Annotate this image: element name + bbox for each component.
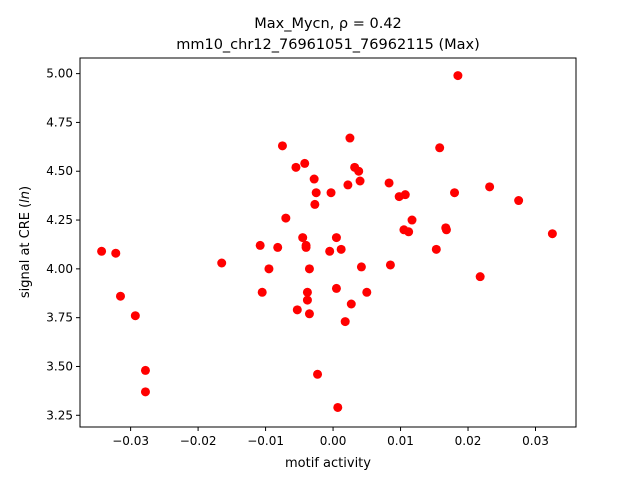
data-point xyxy=(326,188,336,198)
data-point xyxy=(97,246,107,256)
data-point xyxy=(343,180,353,190)
data-point xyxy=(475,272,485,282)
data-point xyxy=(435,143,445,153)
data-point xyxy=(453,71,463,81)
y-tick-label: 4.50 xyxy=(46,164,73,178)
data-point xyxy=(336,244,346,254)
data-point xyxy=(130,311,140,321)
y-axis-label-unit: ln xyxy=(18,191,33,203)
data-point xyxy=(340,317,350,327)
data-point xyxy=(291,162,301,172)
data-point xyxy=(140,365,150,375)
x-tick-label: 0.03 xyxy=(522,434,549,448)
data-point xyxy=(354,166,364,176)
x-axis-label: motif activity xyxy=(285,456,371,471)
data-point xyxy=(384,178,394,188)
data-point xyxy=(450,188,460,198)
x-axis-ticks: −0.03 −0.02 −0.01 0.00 0.01 0.02 0.03 xyxy=(112,427,549,448)
y-tick-label: 3.50 xyxy=(46,359,73,373)
data-point xyxy=(302,287,312,297)
y-tick-label: 4.00 xyxy=(46,262,73,276)
data-point xyxy=(404,227,414,237)
data-point xyxy=(273,242,283,252)
x-tick-label: −0.02 xyxy=(180,434,217,448)
data-point xyxy=(385,260,395,270)
data-point xyxy=(346,299,356,309)
data-point xyxy=(304,309,314,319)
data-point xyxy=(301,242,311,252)
axes-frame xyxy=(79,57,577,428)
data-point xyxy=(140,387,150,397)
data-point xyxy=(264,264,274,274)
y-axis-label-close: ) xyxy=(18,186,33,191)
data-point xyxy=(111,248,121,258)
data-point xyxy=(431,244,441,254)
data-point xyxy=(331,233,341,243)
data-point xyxy=(362,287,372,297)
y-tick-label: 5.00 xyxy=(46,67,73,81)
data-point xyxy=(217,258,227,268)
chart-title-line-2: mm10_chr12_76961051_76962115 (Max) xyxy=(176,37,480,53)
data-point xyxy=(311,188,321,198)
y-tick-label: 3.25 xyxy=(46,408,73,422)
y-tick-label: 4.75 xyxy=(46,115,73,129)
data-point xyxy=(257,287,267,297)
y-axis-ticks: 3.25 3.50 3.75 4.00 4.25 4.50 4.75 5.00 xyxy=(46,67,80,422)
data-point xyxy=(331,283,341,293)
data-point xyxy=(333,402,343,412)
x-tick-label: −0.03 xyxy=(112,434,149,448)
data-point xyxy=(441,225,451,235)
x-tick-label: 0.02 xyxy=(455,434,482,448)
data-point xyxy=(325,246,335,256)
x-tick-label: 0.00 xyxy=(320,434,347,448)
data-point xyxy=(514,196,524,206)
x-tick-label: −0.01 xyxy=(247,434,284,448)
data-point xyxy=(300,158,310,168)
data-point xyxy=(547,229,557,239)
plot-area: −0.03 −0.02 −0.01 0.00 0.01 0.02 0.03 3.25 3.50… xyxy=(46,57,577,448)
data-point xyxy=(115,291,125,301)
data-points xyxy=(97,71,557,412)
data-point xyxy=(255,240,265,250)
y-tick-label: 3.75 xyxy=(46,311,73,325)
data-point xyxy=(355,176,365,186)
y-tick-label: 4.25 xyxy=(46,213,73,227)
chart-title-line-1: Max_Mycn, ρ = 0.42 xyxy=(254,16,402,32)
data-point xyxy=(356,262,366,272)
x-tick-label: 0.01 xyxy=(387,434,414,448)
data-point xyxy=(310,199,320,209)
data-point xyxy=(281,213,291,223)
data-point xyxy=(485,182,495,192)
data-point xyxy=(407,215,417,225)
data-point xyxy=(277,141,287,151)
data-point xyxy=(304,264,314,274)
data-point xyxy=(292,305,302,315)
y-axis-label: signal at CRE (ln) xyxy=(18,186,33,298)
data-point xyxy=(298,233,308,243)
data-point xyxy=(309,174,319,184)
data-point xyxy=(345,133,355,143)
data-point xyxy=(302,295,312,305)
y-axis-label-text: signal at CRE ( xyxy=(18,203,33,298)
data-point xyxy=(313,369,323,379)
data-point xyxy=(400,190,410,200)
